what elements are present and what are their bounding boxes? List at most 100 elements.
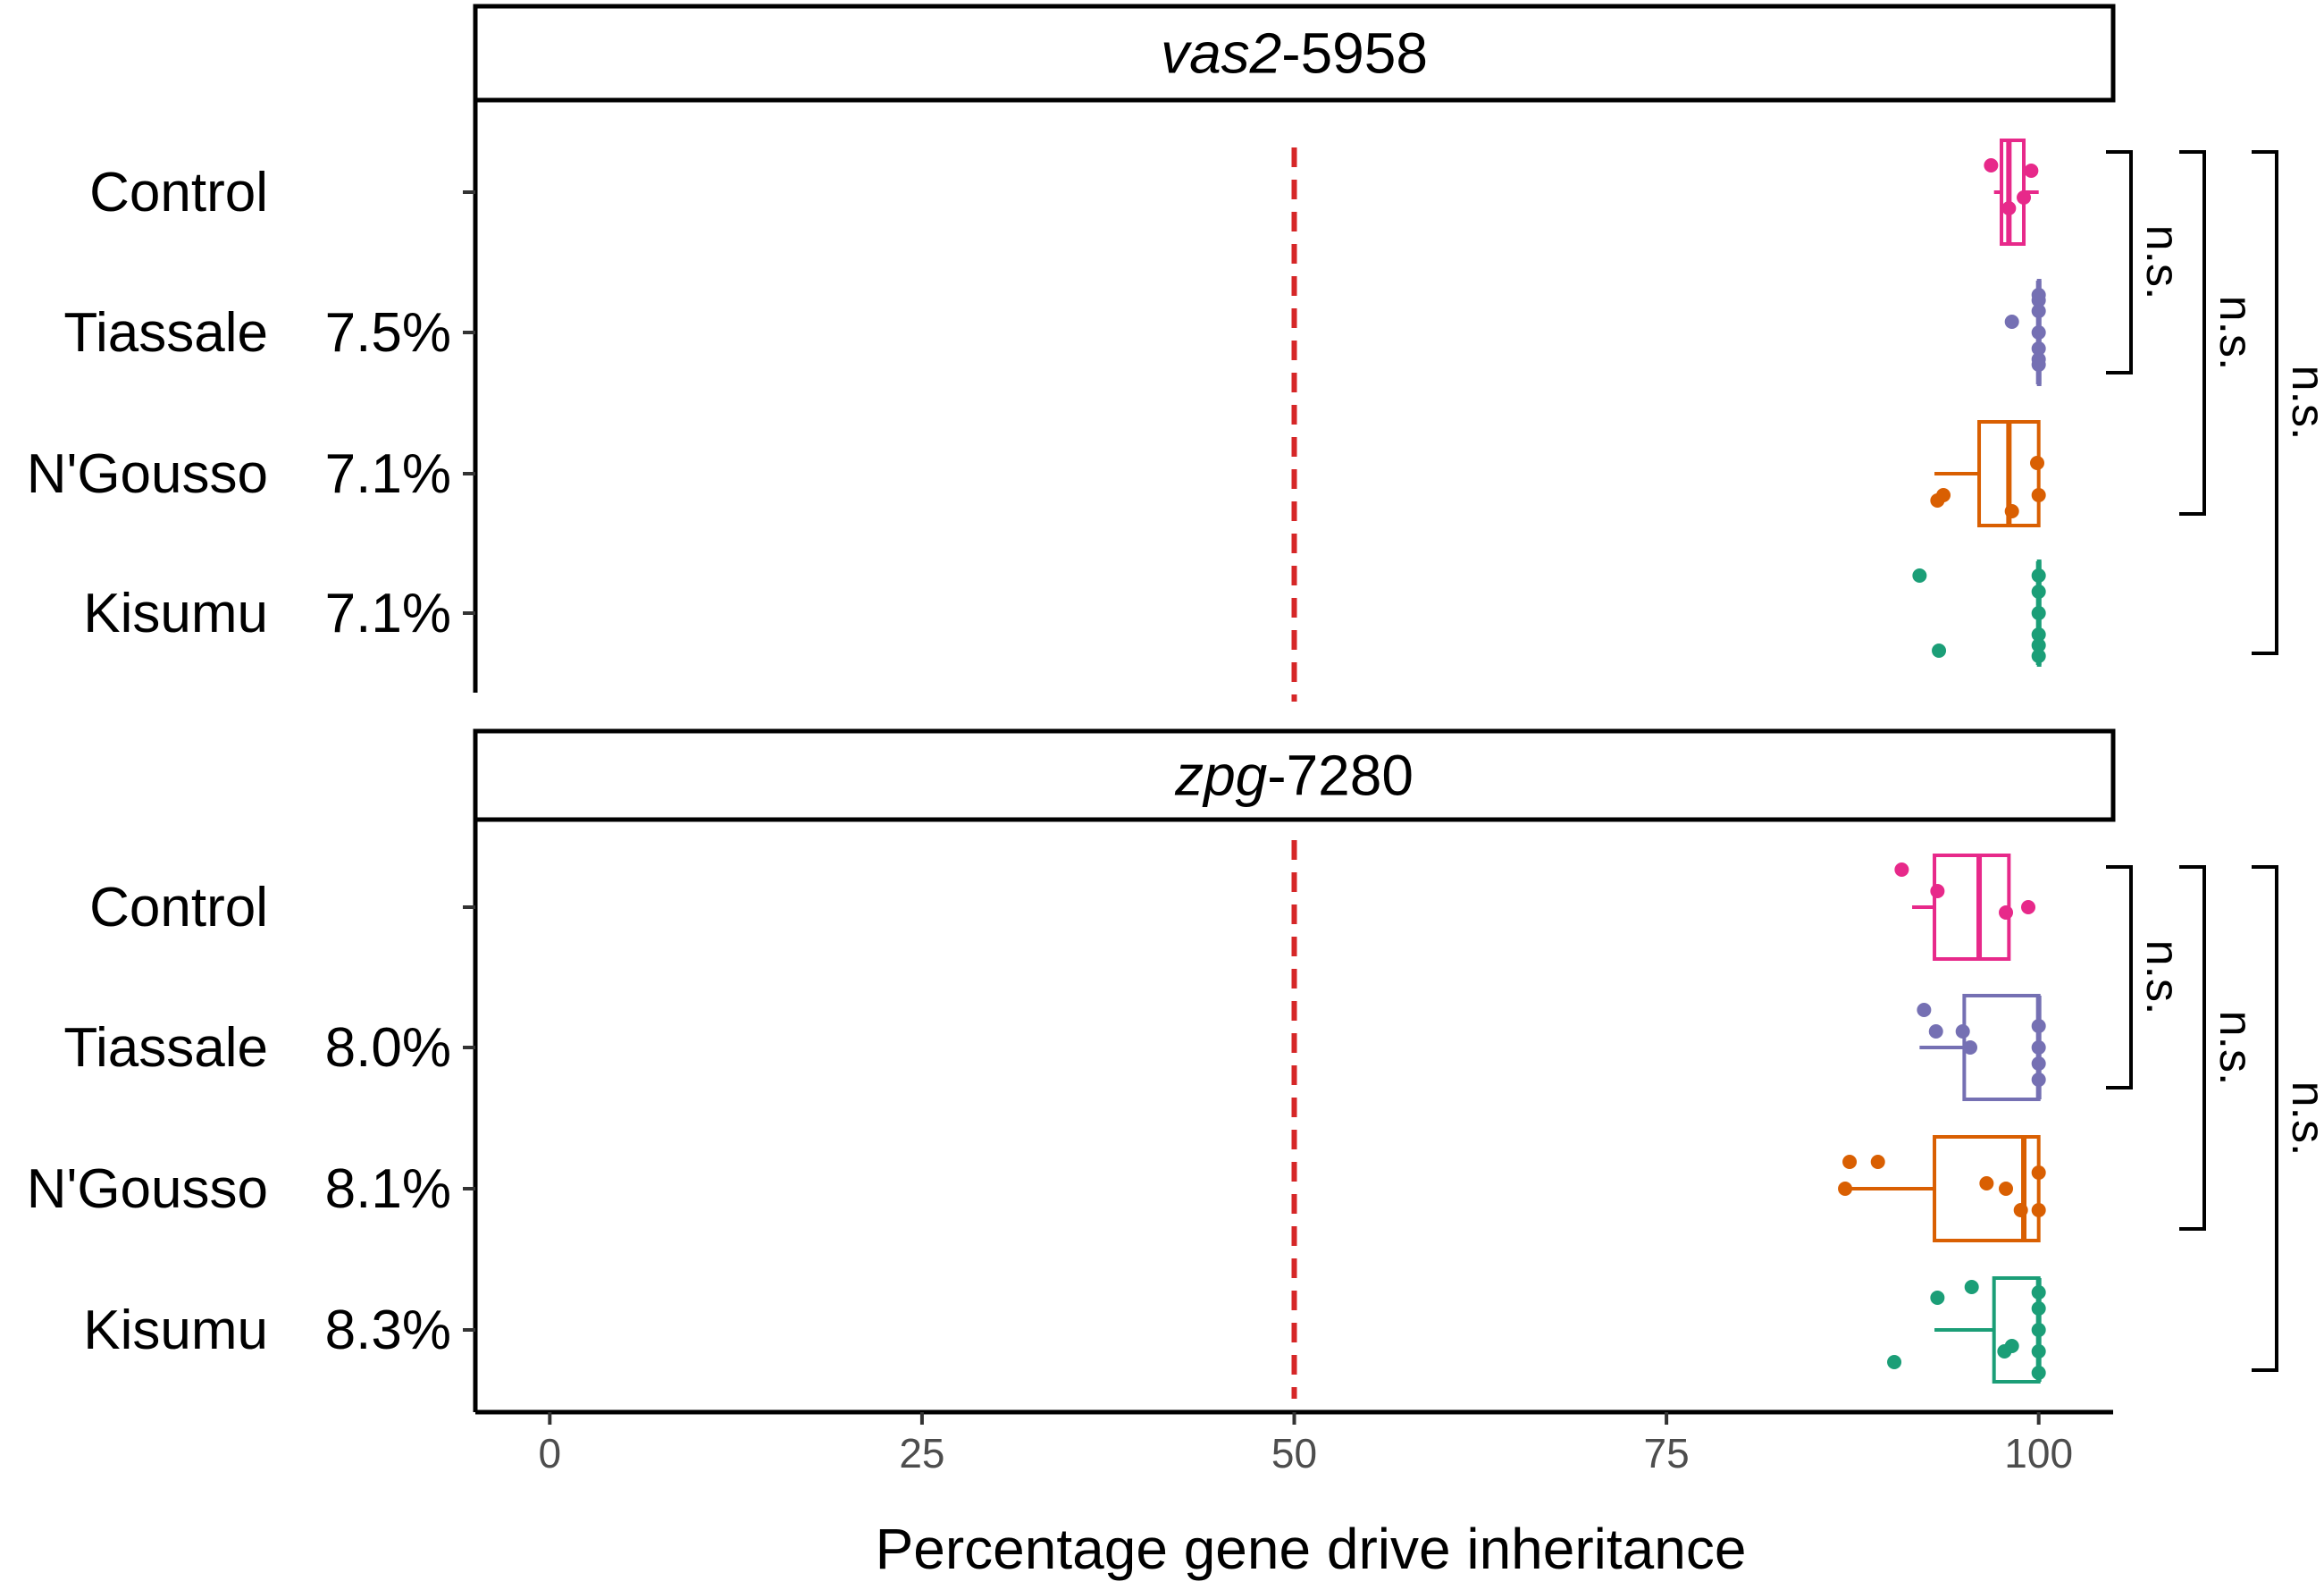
percentage-label: 8.0% xyxy=(325,1017,451,1079)
bracket-line xyxy=(2106,150,2133,374)
significance-label: n.s. xyxy=(2282,1081,2324,1157)
data-point xyxy=(1984,158,1999,172)
bracket-line xyxy=(2252,865,2278,1372)
significance-label: n.s. xyxy=(2136,225,2188,300)
data-point xyxy=(2031,1073,2046,1087)
data-point xyxy=(2017,190,2032,205)
percentage-label: 7.1% xyxy=(325,443,451,505)
group-ngousso: N'Gousso 8.1% xyxy=(27,1135,2046,1242)
x-tick-label: 50 xyxy=(1271,1430,1317,1476)
data-point xyxy=(2030,456,2045,470)
bracket-line xyxy=(2179,150,2206,516)
data-point xyxy=(1842,1155,1858,1169)
data-point xyxy=(2031,325,2046,340)
x-tick-label: 0 xyxy=(539,1430,562,1476)
facet-strip-box xyxy=(473,4,2116,103)
facet-strip-title: zpg-7280 xyxy=(1174,744,1414,808)
data-point xyxy=(1955,1024,1970,1039)
box xyxy=(1933,854,2011,961)
data-point xyxy=(1999,905,2014,920)
data-point xyxy=(1928,1024,1943,1039)
category-label: Control xyxy=(89,162,268,223)
data-point xyxy=(1936,488,1951,502)
data-point xyxy=(2013,1203,2028,1217)
facet-strip-title-italic: zpg xyxy=(1174,744,1268,808)
x-tick-label: 75 xyxy=(1644,1430,1690,1476)
significance-label: n.s. xyxy=(2210,1011,2261,1086)
data-point xyxy=(1979,1176,1994,1190)
percentage-label: 7.5% xyxy=(325,302,451,364)
x-axis-title-group: Percentage gene drive inheritance xyxy=(876,1517,1747,1581)
significance-label: n.s. xyxy=(2282,366,2324,441)
data-point xyxy=(2031,606,2046,620)
x-axis-title: Percentage gene drive inheritance xyxy=(876,1517,1747,1581)
data-point xyxy=(2031,1203,2046,1217)
data-point xyxy=(2031,585,2046,599)
significance-bracket: n.s. xyxy=(2252,865,2324,1372)
group-tiassale: Tiassale 7.5% xyxy=(63,279,2046,386)
x-tick-label: 100 xyxy=(2004,1430,2073,1476)
data-point xyxy=(2001,201,2017,215)
data-point xyxy=(1963,1040,1978,1055)
data-point xyxy=(2004,504,2019,518)
data-point xyxy=(2021,900,2036,914)
data-point xyxy=(2031,1040,2046,1055)
data-point xyxy=(1917,1003,1932,1017)
group-tiassale: Tiassale 8.0% xyxy=(63,994,2046,1101)
group-ngousso: N'Gousso 7.1% xyxy=(27,420,2046,527)
data-point xyxy=(1930,1291,1945,1305)
data-point xyxy=(2031,568,2046,583)
significance-bracket: n.s. xyxy=(2106,865,2188,1089)
percentage-label: 7.1% xyxy=(325,583,451,644)
data-point xyxy=(2031,1344,2046,1359)
significance-label: n.s. xyxy=(2210,296,2261,371)
significance-label: n.s. xyxy=(2136,940,2188,1015)
facet-strip-title-rest: -7280 xyxy=(1267,744,1414,808)
facet-strip-title-rest: -5958 xyxy=(1281,21,1428,86)
data-point xyxy=(2031,1056,2046,1071)
facet-strip-title-italic: vas2 xyxy=(1161,21,1281,86)
data-point xyxy=(2031,1323,2046,1337)
category-label: N'Gousso xyxy=(27,1158,268,1220)
data-point xyxy=(1964,1280,1979,1294)
data-point xyxy=(2031,341,2046,356)
significance-bracket: n.s. xyxy=(2252,150,2324,655)
percentage-label: 8.1% xyxy=(325,1158,451,1220)
facet-panel-2: zpg-7280 Control Tiassale 8.0% N'Gousso 8.1% K… xyxy=(27,728,2324,1476)
data-point xyxy=(2031,488,2046,502)
group-kisumu: Kisumu 8.3% xyxy=(83,1276,2046,1384)
data-point xyxy=(1887,1355,1902,1369)
data-point xyxy=(2031,1165,2046,1180)
data-point xyxy=(2031,288,2046,302)
data-point xyxy=(1999,1182,2014,1196)
significance-bracket: n.s. xyxy=(2179,865,2261,1231)
group-kisumu: Kisumu 7.1% xyxy=(83,559,2046,667)
bracket-line xyxy=(2179,865,2206,1231)
data-point xyxy=(1894,862,1909,877)
group-control: Control xyxy=(89,854,2036,961)
data-point xyxy=(2031,1285,2046,1300)
category-label: Kisumu xyxy=(83,1300,268,1361)
category-label: Control xyxy=(89,877,268,938)
data-point xyxy=(2004,1339,2019,1353)
data-point xyxy=(1932,644,1947,658)
data-point xyxy=(2024,164,2039,178)
data-point xyxy=(1870,1155,1885,1169)
data-point xyxy=(2031,1019,2046,1033)
percentage-label: 8.3% xyxy=(325,1300,451,1361)
category-label: N'Gousso xyxy=(27,443,268,505)
facet-strip-box xyxy=(473,728,2116,822)
facet-strip-title: vas2-5958 xyxy=(1161,21,1428,86)
data-point xyxy=(2031,352,2046,366)
x-tick-label: 25 xyxy=(899,1430,944,1476)
category-label: Tiassale xyxy=(63,302,268,364)
box xyxy=(1933,1135,2041,1242)
category-label: Kisumu xyxy=(83,583,268,644)
bracket-line xyxy=(2252,150,2278,655)
data-point xyxy=(2031,649,2046,663)
facet-panel-1: vas2-5958 Control Tiassale 7.5% N'Gousso 7.1%… xyxy=(27,4,2324,702)
data-point xyxy=(2031,627,2046,642)
group-control: Control xyxy=(89,139,2039,246)
data-point xyxy=(2031,1366,2046,1380)
